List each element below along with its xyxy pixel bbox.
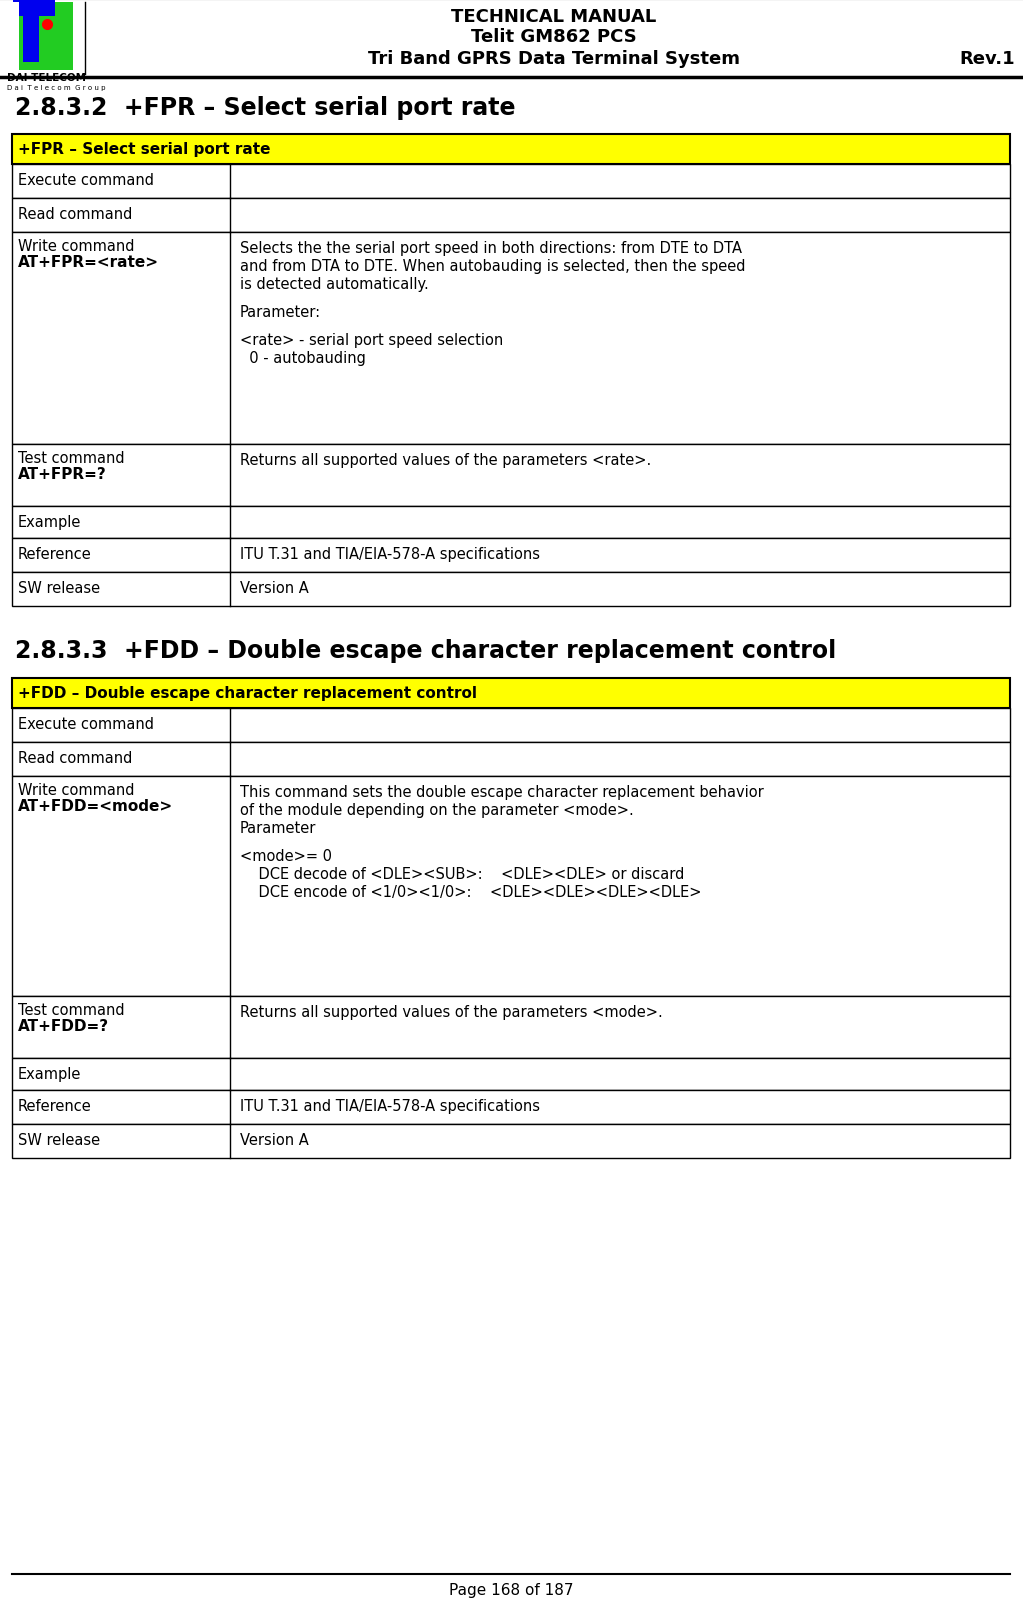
Text: Read command: Read command bbox=[18, 751, 132, 766]
Text: <rate> - serial port speed selection: <rate> - serial port speed selection bbox=[240, 332, 503, 348]
Bar bbox=[12, 135, 1010, 165]
Text: Telit GM862 PCS: Telit GM862 PCS bbox=[472, 27, 637, 47]
Text: Version A: Version A bbox=[240, 581, 309, 595]
Text: Version A: Version A bbox=[240, 1132, 309, 1148]
Text: Write command: Write command bbox=[18, 783, 134, 798]
Text: AT+FDD=?: AT+FDD=? bbox=[18, 1018, 109, 1034]
Text: Returns all supported values of the parameters <mode>.: Returns all supported values of the para… bbox=[240, 1005, 663, 1019]
Text: 2.8.3.3  +FDD – Double escape character replacement control: 2.8.3.3 +FDD – Double escape character r… bbox=[15, 639, 836, 663]
Text: Selects the the serial port speed in both directions: from DTE to DTA: Selects the the serial port speed in bot… bbox=[240, 241, 742, 255]
Text: and from DTA to DTE. When autobauding is selected, then the speed: and from DTA to DTE. When autobauding is… bbox=[240, 258, 746, 274]
Bar bbox=[12, 165, 1010, 199]
Bar bbox=[12, 1090, 1010, 1124]
Text: Page 168 of 187: Page 168 of 187 bbox=[449, 1583, 574, 1597]
Text: <mode>= 0: <mode>= 0 bbox=[240, 849, 332, 863]
Bar bbox=[12, 1058, 1010, 1090]
Text: Reference: Reference bbox=[18, 547, 92, 562]
Bar bbox=[12, 708, 1010, 743]
Bar bbox=[23, 13, 39, 63]
Text: AT+FPR=?: AT+FPR=? bbox=[18, 467, 106, 481]
Text: +FPR – Select serial port rate: +FPR – Select serial port rate bbox=[18, 141, 270, 157]
Bar bbox=[12, 679, 1010, 708]
Text: This command sets the double escape character replacement behavior: This command sets the double escape char… bbox=[240, 785, 764, 799]
Text: SW release: SW release bbox=[18, 581, 100, 595]
Text: ITU T.31 and TIA/EIA-578-A specifications: ITU T.31 and TIA/EIA-578-A specification… bbox=[240, 1098, 540, 1114]
Text: Test command: Test command bbox=[18, 451, 125, 465]
Text: 2.8.3.2  +FPR – Select serial port rate: 2.8.3.2 +FPR – Select serial port rate bbox=[15, 96, 516, 120]
Text: TECHNICAL MANUAL: TECHNICAL MANUAL bbox=[451, 8, 657, 26]
Bar bbox=[13, 2, 55, 18]
Text: Read command: Read command bbox=[18, 207, 132, 221]
Text: AT+FDD=<mode>: AT+FDD=<mode> bbox=[18, 799, 173, 814]
Bar bbox=[12, 1124, 1010, 1159]
Text: SW release: SW release bbox=[18, 1132, 100, 1148]
Text: D a i  T e l e c o m  G r o u p: D a i T e l e c o m G r o u p bbox=[7, 85, 105, 91]
Text: DCE encode of <1/0><1/0>:    <DLE><DLE><DLE><DLE>: DCE encode of <1/0><1/0>: <DLE><DLE><DLE… bbox=[240, 884, 702, 899]
Bar bbox=[12, 199, 1010, 233]
Text: Execute command: Execute command bbox=[18, 173, 154, 188]
Text: Parameter: Parameter bbox=[240, 820, 316, 836]
Bar bbox=[5, 3, 73, 71]
Bar bbox=[12, 507, 1010, 539]
Text: of the module depending on the parameter <mode>.: of the module depending on the parameter… bbox=[240, 802, 634, 817]
Bar bbox=[12, 445, 1010, 507]
Bar bbox=[12, 233, 1010, 445]
Bar bbox=[12, 573, 1010, 607]
Text: Reference: Reference bbox=[18, 1098, 92, 1114]
Bar bbox=[5, 3, 19, 71]
Text: AT+FPR=<rate>: AT+FPR=<rate> bbox=[18, 255, 159, 270]
Bar bbox=[12, 743, 1010, 777]
Bar bbox=[12, 997, 1010, 1058]
Text: DAI TELECOM: DAI TELECOM bbox=[7, 72, 86, 83]
Text: +FDD – Double escape character replacement control: +FDD – Double escape character replaceme… bbox=[18, 685, 477, 700]
Text: Example: Example bbox=[18, 515, 82, 530]
Text: 0 - autobauding: 0 - autobauding bbox=[240, 351, 366, 366]
Text: Rev.1: Rev.1 bbox=[960, 50, 1015, 67]
Text: ITU T.31 and TIA/EIA-578-A specifications: ITU T.31 and TIA/EIA-578-A specification… bbox=[240, 547, 540, 562]
Text: Execute command: Execute command bbox=[18, 716, 154, 732]
Bar bbox=[12, 539, 1010, 573]
Text: Tri Band GPRS Data Terminal System: Tri Band GPRS Data Terminal System bbox=[368, 50, 740, 67]
Text: Test command: Test command bbox=[18, 1003, 125, 1018]
Text: Returns all supported values of the parameters <rate>.: Returns all supported values of the para… bbox=[240, 453, 652, 467]
Bar bbox=[12, 777, 1010, 997]
Text: Write command: Write command bbox=[18, 239, 134, 254]
Text: DCE decode of <DLE><SUB>:    <DLE><DLE> or discard: DCE decode of <DLE><SUB>: <DLE><DLE> or … bbox=[240, 867, 684, 881]
Text: is detected automatically.: is detected automatically. bbox=[240, 276, 429, 292]
Text: Parameter:: Parameter: bbox=[240, 305, 321, 319]
Text: Example: Example bbox=[18, 1066, 82, 1082]
